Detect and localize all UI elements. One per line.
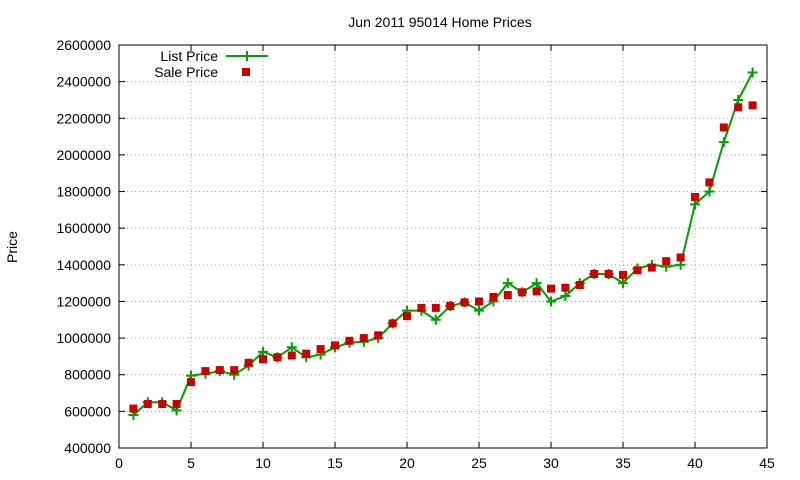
y-tick-label: 2000000 (56, 147, 111, 163)
y-tick-label: 600000 (64, 403, 111, 419)
x-tick-label: 20 (399, 455, 415, 471)
sale-price-point (230, 366, 239, 375)
sale-price-point (359, 334, 368, 343)
legend-label-sale-price: Sale Price (154, 64, 218, 80)
sale-price-point (215, 366, 224, 375)
y-tick-label: 2600000 (56, 37, 111, 53)
chart-title: Jun 2011 95014 Home Prices (348, 14, 531, 30)
ticks: 400000 600000 800000 1000000 1200000 1400000 1… (56, 37, 775, 471)
sale-price-point (417, 303, 426, 312)
series-line-list-price (132, 72, 754, 416)
sale-price-point (273, 353, 282, 362)
list-price-point (618, 278, 628, 289)
sale-price-point (287, 351, 296, 360)
list-price-point (474, 305, 484, 316)
list-price-point (546, 296, 556, 307)
sale-price-point (604, 270, 613, 278)
sale-price-point (143, 400, 152, 408)
y-tick-label: 1200000 (56, 293, 111, 309)
sale-price-point (489, 292, 498, 301)
sale-price-point (431, 303, 440, 312)
sale-price-point (518, 288, 527, 297)
x-tick-label: 25 (471, 455, 487, 471)
sale-price-point (446, 302, 455, 310)
x-tick-label: 0 (115, 455, 123, 471)
sale-price-point (388, 319, 397, 328)
sale-price-point (302, 349, 311, 358)
sale-price-point (244, 358, 253, 367)
x-tick-label: 45 (759, 455, 775, 471)
sale-price-point (460, 298, 469, 307)
list-price-point (704, 186, 715, 197)
x-tick-label: 30 (543, 455, 559, 471)
sale-price-point (129, 404, 138, 413)
y-tick-label: 1000000 (56, 330, 111, 346)
sale-price-point (475, 297, 483, 306)
series-layer (128, 67, 758, 421)
sale-price-point (748, 101, 757, 110)
sale-price-point (676, 253, 685, 262)
y-axis-label: Price (4, 231, 20, 263)
sale-price-point (532, 287, 541, 296)
sale-price-point (691, 193, 699, 201)
sale-price-point (547, 284, 555, 293)
y-tick-label: 1800000 (56, 184, 111, 200)
list-price-point (531, 278, 542, 289)
sale-price-point (705, 178, 714, 187)
sale-price-point (201, 367, 210, 376)
plot-frame (118, 44, 768, 449)
sale-price-point (734, 103, 743, 112)
legend-marker-sale-price (242, 68, 250, 76)
list-price-point (430, 314, 441, 325)
grid (119, 45, 767, 448)
y-tick-label: 1400000 (56, 257, 111, 273)
y-tick-label: 800000 (64, 367, 111, 383)
sale-price-point (561, 283, 570, 292)
list-price-point (502, 278, 513, 289)
list-price-point (718, 137, 729, 148)
list-price-point (286, 342, 297, 353)
x-tick-label: 40 (687, 455, 703, 471)
list-price-point (690, 199, 700, 210)
x-tick-label: 15 (327, 455, 343, 471)
sale-price-point (331, 341, 339, 350)
sale-price-point (259, 355, 267, 364)
y-tick-label: 400000 (64, 440, 111, 456)
sale-price-point (590, 270, 599, 278)
x-tick-label: 10 (255, 455, 271, 471)
sale-price-point (719, 123, 728, 132)
y-tick-label: 1600000 (56, 220, 111, 236)
sale-price-point (575, 281, 584, 289)
sale-price-point (633, 266, 642, 275)
sale-price-point (345, 336, 354, 345)
x-tick-label: 5 (187, 455, 195, 471)
legend: List Price Sale Price (154, 48, 268, 80)
legend-marker-list-price (242, 51, 252, 61)
x-tick-label: 35 (615, 455, 631, 471)
sale-price-point (503, 291, 512, 299)
list-price-point (560, 290, 571, 301)
y-tick-label: 2200000 (56, 110, 111, 126)
sale-price-point (647, 263, 656, 272)
list-price-point (747, 67, 758, 78)
sale-price-point (403, 312, 411, 321)
list-price-point (258, 346, 268, 357)
y-tick-label: 2400000 (56, 74, 111, 90)
sale-price-point (662, 257, 671, 266)
sale-price-point (187, 378, 195, 387)
sale-price-point (619, 270, 627, 279)
sale-price-point (316, 345, 325, 354)
legend-label-list-price: List Price (160, 48, 218, 64)
sale-price-point (172, 400, 181, 408)
list-price-point (733, 94, 744, 105)
sale-price-point (374, 331, 383, 340)
sale-price-point (158, 400, 167, 408)
